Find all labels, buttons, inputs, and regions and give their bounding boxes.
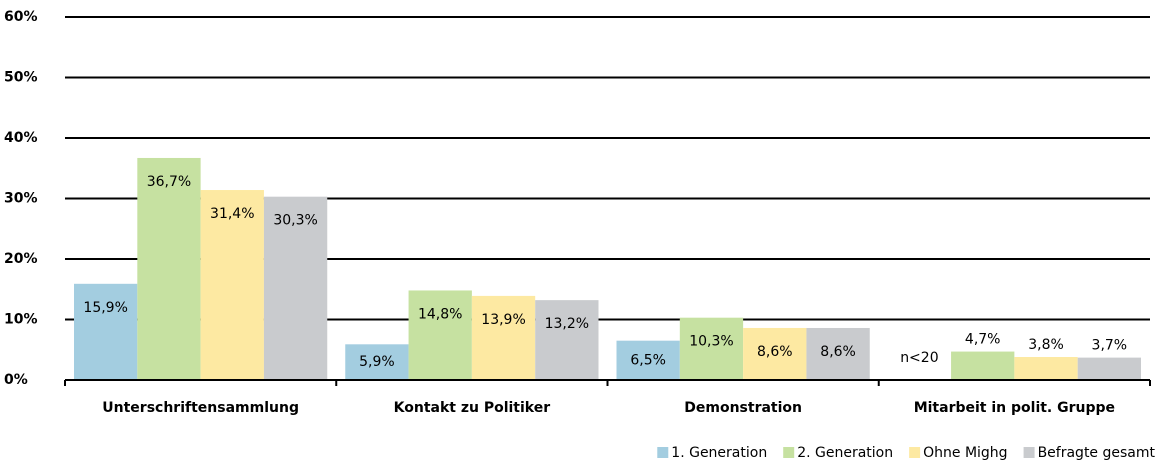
value-label: 8,6%	[757, 344, 793, 360]
x-tick-label: Unterschriftensammlung	[102, 400, 299, 416]
x-tick-label: Mitarbeit in polit. Gruppe	[914, 400, 1115, 416]
legend-swatch	[909, 447, 921, 458]
bar	[137, 157, 201, 380]
bar	[743, 327, 807, 380]
legend-label: 1. Generation	[671, 445, 767, 461]
bar	[951, 351, 1015, 380]
x-tick-label: Kontakt zu Politiker	[394, 400, 551, 416]
legend-swatch	[657, 447, 669, 458]
value-label: 30,3%	[273, 213, 317, 229]
bar	[345, 344, 409, 380]
value-label: 13,9%	[481, 312, 525, 328]
value-label: 6,5%	[630, 352, 666, 368]
y-tick-label: 20%	[4, 251, 38, 267]
legend-swatch	[1023, 447, 1035, 458]
value-label: 5,9%	[359, 354, 395, 370]
value-label: n<20	[900, 350, 938, 366]
legend-label: Befragte gesamt	[1038, 445, 1156, 461]
legend-label: Ohne Mighg	[923, 445, 1007, 461]
bar	[535, 300, 599, 380]
y-tick-label: 0%	[4, 372, 28, 388]
y-tick-label: 60%	[4, 9, 38, 25]
value-label: 31,4%	[210, 206, 254, 222]
bar	[1014, 357, 1078, 380]
bar	[74, 283, 138, 380]
bar	[263, 196, 328, 380]
x-tick-label: Demonstration	[684, 400, 802, 416]
bar	[679, 317, 744, 380]
y-tick-label: 50%	[4, 70, 38, 86]
legend-label: 2. Generation	[797, 445, 893, 461]
bar	[616, 340, 680, 380]
y-tick-label: 30%	[4, 191, 38, 207]
y-tick-label: 10%	[4, 312, 38, 328]
value-label: 15,9%	[83, 300, 127, 316]
bar	[806, 327, 870, 380]
value-label: 8,6%	[820, 344, 856, 360]
bar	[1077, 357, 1141, 380]
value-label: 14,8%	[418, 306, 462, 322]
value-label: 3,8%	[1028, 337, 1064, 353]
bar	[408, 290, 472, 380]
value-label: 3,7%	[1092, 338, 1128, 354]
y-tick-label: 40%	[4, 130, 38, 146]
value-label: 4,7%	[965, 332, 1001, 348]
value-label: 36,7%	[147, 174, 191, 190]
value-label: 13,2%	[545, 316, 589, 332]
bar	[471, 295, 536, 380]
bar	[200, 190, 264, 380]
value-label: 10,3%	[689, 334, 733, 350]
legend-swatch	[783, 447, 795, 458]
